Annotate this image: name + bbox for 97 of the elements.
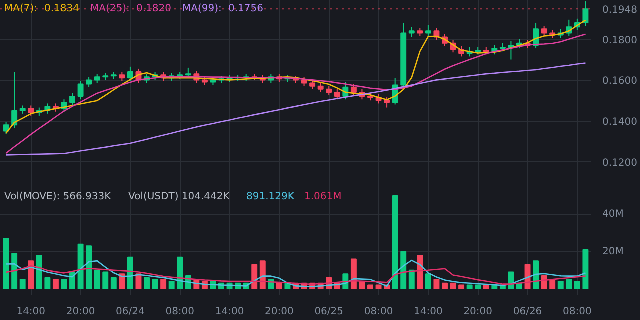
candlestick [350, 84, 357, 96]
annotation: 891.129K [246, 192, 295, 202]
bar [136, 274, 142, 290]
ref-line-label: 0.1948 [602, 5, 638, 16]
bar [533, 260, 540, 290]
x-tick-label: 08:00 [166, 306, 195, 318]
bar [36, 254, 42, 290]
bar [127, 256, 134, 290]
line-series [6, 260, 586, 288]
bar [177, 256, 184, 290]
x-tick-label: 14:00 [215, 306, 244, 318]
bar [368, 284, 374, 290]
candlestick [384, 97, 390, 108]
annotation: 0.1820 [136, 4, 172, 14]
candlestick [301, 76, 308, 87]
x-tick-label: 14:00 [16, 306, 46, 318]
y-tick-label: 0.1600 [602, 76, 638, 88]
x-tick-label: 20:00 [66, 306, 96, 318]
annotation: 0.1834 [44, 4, 80, 14]
x-tick-label: 06/24 [116, 306, 145, 318]
bar [458, 284, 465, 290]
x-tick-label: 14:00 [414, 306, 443, 318]
annotation: 1.061M [304, 192, 342, 202]
x-tick-label: 06/25 [314, 306, 344, 318]
text: MA(7): [4, 4, 38, 14]
candlestick [28, 105, 34, 116]
bar [52, 279, 59, 290]
candlestick [12, 72, 18, 129]
bar [276, 282, 282, 290]
candlestick [408, 26, 415, 38]
annotation: 0.1756 [228, 4, 264, 14]
candlestick [310, 80, 316, 90]
x-tick-label: 06/26 [513, 306, 542, 318]
bar [12, 253, 18, 290]
bar [408, 270, 415, 290]
candlestick [326, 86, 332, 96]
bar [359, 281, 366, 290]
x-tick-label: 20:00 [464, 306, 493, 318]
bar [102, 272, 109, 290]
bar [475, 284, 482, 290]
x-tick-label: 08:00 [563, 306, 592, 318]
bar [400, 251, 407, 290]
bar [86, 246, 92, 290]
bar [152, 279, 158, 290]
y-tick-label: 0.1800 [602, 35, 638, 46]
text: MA(99): [182, 4, 222, 14]
candlestick [127, 66, 134, 82]
bar [558, 281, 564, 290]
x-tick-label: 08:00 [364, 306, 394, 318]
y-tick-label: 40M [602, 209, 624, 220]
candlestick [541, 26, 548, 37]
candlestick [70, 92, 76, 106]
text: MA(25): [90, 4, 130, 14]
bar [450, 282, 456, 290]
annotation: Vol(USDT) 104.442K [128, 192, 230, 202]
bar [350, 258, 357, 290]
candlestick [119, 72, 126, 82]
bar [376, 284, 382, 290]
bar [466, 284, 473, 290]
bar [94, 270, 100, 290]
candlestick [86, 76, 92, 88]
candlestick [425, 24, 432, 37]
bar [260, 260, 266, 290]
bar [160, 279, 167, 290]
y-tick-label: 0.1400 [602, 117, 638, 128]
bar [44, 277, 51, 290]
candlestick [78, 80, 84, 100]
candlestick [94, 74, 100, 84]
bar [541, 275, 548, 290]
bar [442, 282, 448, 290]
bar [144, 277, 150, 290]
bar [119, 274, 126, 290]
annotation: Vol(MOVE): 566.933K [4, 192, 112, 202]
bar [550, 279, 556, 290]
bar [78, 244, 84, 290]
line-series [6, 265, 586, 286]
candlestick [318, 82, 324, 93]
y-tick-label: 20M [602, 246, 624, 258]
bar [168, 281, 175, 290]
x-tick-label: 20:00 [265, 306, 294, 318]
bar [3, 238, 10, 290]
bar [392, 195, 398, 290]
bar [252, 264, 258, 290]
bar [574, 281, 580, 290]
bar [61, 279, 68, 290]
candlestick [3, 122, 10, 135]
bar [483, 284, 490, 290]
bar [582, 249, 589, 290]
bar [566, 279, 572, 290]
bar [425, 274, 432, 290]
bar [110, 277, 117, 290]
bar [417, 254, 424, 290]
candlestick [582, 1, 589, 27]
bar [20, 279, 26, 290]
line-series [6, 62, 586, 156]
bar [434, 279, 440, 290]
y-tick-label: 0.1200 [602, 158, 638, 169]
